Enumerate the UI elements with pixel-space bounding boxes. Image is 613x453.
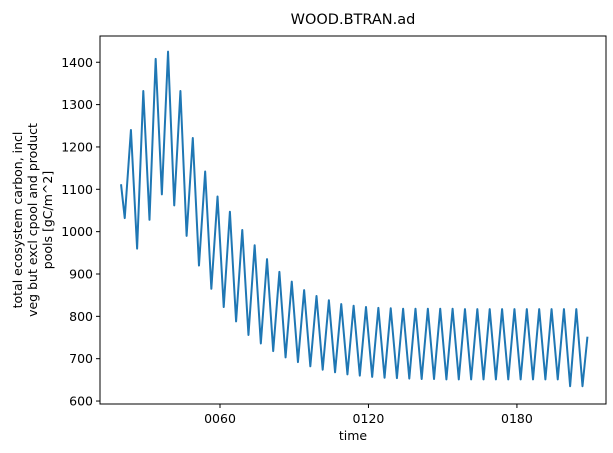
series-line xyxy=(120,50,589,388)
y-axis-label: total ecosystem carbon, incl veg but excl… xyxy=(10,123,55,317)
y-tick-label: 1100 xyxy=(61,182,93,197)
axis-ticks: 600 700 800 900 1000 1100 1200 1300 1400 0060 0120… xyxy=(61,55,533,426)
plot-frame xyxy=(99,35,607,405)
y-tick-label: 700 xyxy=(69,351,93,366)
x-tick-label: 0060 xyxy=(204,411,236,426)
y-tick-label: 600 xyxy=(69,394,93,409)
y-tick-label: 1400 xyxy=(61,55,93,70)
chart-title: WOOD.BTRAN.ad xyxy=(291,12,416,28)
x-tick-label: 0180 xyxy=(501,411,533,426)
x-axis-label: time xyxy=(339,428,368,443)
y-tick-label: 900 xyxy=(69,266,93,281)
y-axis-label-line: total ecosystem carbon, incl xyxy=(10,132,25,309)
y-axis-label-line: veg but excl cpool and product xyxy=(25,123,40,317)
y-tick-label: 1200 xyxy=(61,139,93,154)
y-axis-label-line: pools [gC/m^2] xyxy=(40,171,55,269)
y-tick-label: 1300 xyxy=(61,97,93,112)
y-tick-label: 1000 xyxy=(61,224,93,239)
x-tick-label: 0120 xyxy=(353,411,385,426)
y-tick-label: 800 xyxy=(69,309,93,324)
